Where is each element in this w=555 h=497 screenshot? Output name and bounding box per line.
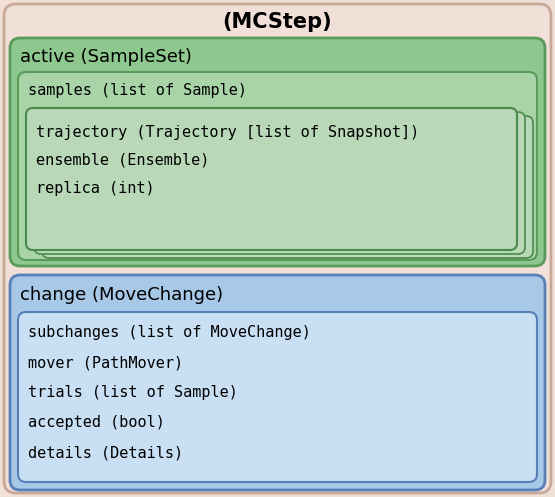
- Text: details (Details): details (Details): [28, 445, 183, 461]
- Text: mover (PathMover): mover (PathMover): [28, 355, 183, 370]
- FancyBboxPatch shape: [18, 72, 537, 260]
- FancyBboxPatch shape: [10, 275, 545, 490]
- Text: active (SampleSet): active (SampleSet): [20, 48, 192, 66]
- Text: (MCStep): (MCStep): [223, 12, 332, 32]
- FancyBboxPatch shape: [18, 312, 537, 482]
- FancyBboxPatch shape: [10, 38, 545, 266]
- FancyBboxPatch shape: [34, 112, 525, 254]
- Text: replica (int): replica (int): [36, 180, 155, 195]
- FancyBboxPatch shape: [4, 4, 551, 493]
- Text: trials (list of Sample): trials (list of Sample): [28, 386, 238, 401]
- FancyBboxPatch shape: [26, 108, 517, 250]
- Text: accepted (bool): accepted (bool): [28, 415, 165, 430]
- FancyBboxPatch shape: [42, 116, 533, 258]
- Text: change (MoveChange): change (MoveChange): [20, 286, 223, 304]
- Text: subchanges (list of MoveChange): subchanges (list of MoveChange): [28, 326, 311, 340]
- Text: samples (list of Sample): samples (list of Sample): [28, 83, 247, 97]
- Text: trajectory (Trajectory [list of Snapshot]): trajectory (Trajectory [list of Snapshot…: [36, 125, 419, 140]
- Text: ensemble (Ensemble): ensemble (Ensemble): [36, 153, 209, 167]
